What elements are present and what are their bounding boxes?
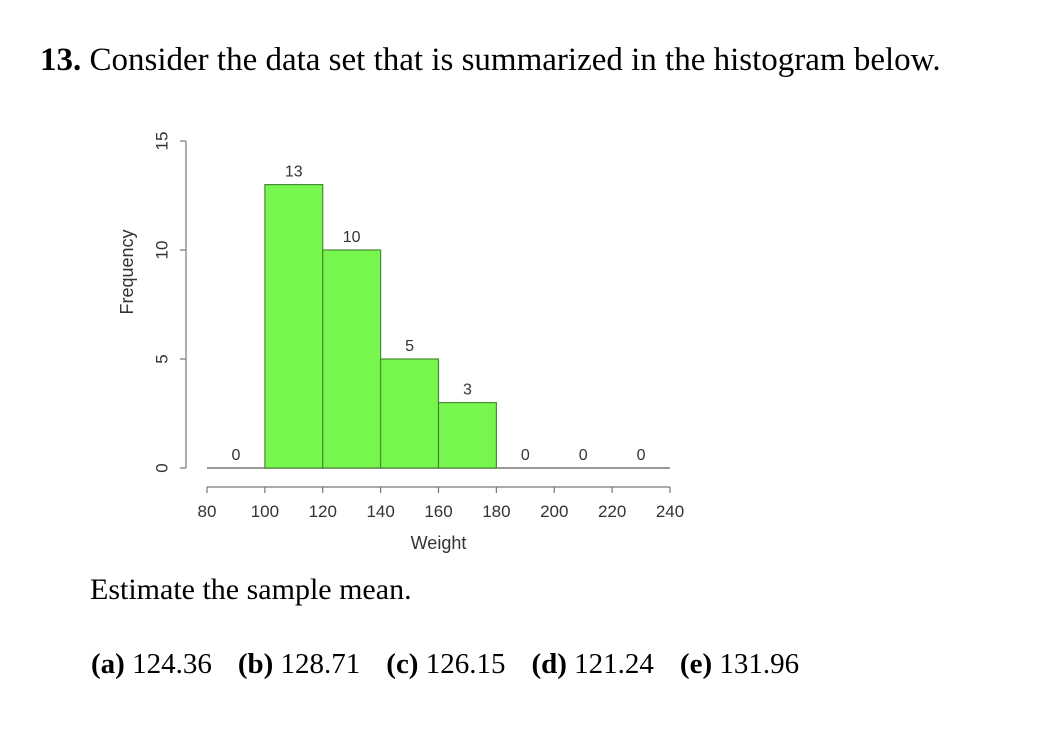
bar-value-label: 13: [285, 164, 303, 181]
choice-c[interactable]: (c) 126.15: [386, 648, 506, 680]
x-tick-label: 200: [540, 502, 568, 521]
choice-b[interactable]: (b) 128.71: [237, 648, 361, 680]
choice-d[interactable]: (d) 121.24: [531, 648, 654, 680]
y-tick-label: 0: [152, 463, 171, 472]
bar-value-label: 0: [579, 447, 588, 464]
bar-value-label: 3: [463, 382, 472, 399]
choice-a[interactable]: (a) 124.36: [91, 648, 212, 680]
y-tick-label: 10: [152, 241, 171, 260]
question-prompt: Estimate the sample mean.: [90, 573, 412, 606]
x-tick-label: 160: [424, 502, 452, 521]
x-tick-label: 220: [598, 502, 626, 521]
histogram-bar: [380, 358, 440, 469]
x-tick-label: 180: [482, 502, 510, 521]
y-tick-label: 5: [152, 354, 171, 363]
question-number: 13.: [40, 42, 82, 78]
question-text: 13. Consider the data set that is summar…: [40, 42, 941, 79]
y-tick-label: 15: [152, 132, 171, 151]
x-tick-label: 120: [309, 502, 337, 521]
x-tick-label: 140: [366, 502, 394, 521]
bar-value-label: 0: [637, 447, 646, 464]
bar-value-label: 10: [343, 229, 361, 246]
bar-value-label: 5: [405, 338, 414, 355]
bar-value-label: 0: [231, 447, 240, 464]
y-axis-label: Frequency: [117, 229, 137, 314]
histogram-bar: [437, 402, 497, 469]
question-body: Consider the data set that is summarized…: [89, 42, 941, 78]
x-axis-label: Weight: [411, 533, 467, 553]
bar-value-label: 0: [521, 447, 530, 464]
answer-choices: (a) 124.36 (b) 128.71 (c) 126.15 (d) 121…: [91, 648, 825, 681]
x-tick-label: 100: [251, 502, 279, 521]
histogram-bar: [322, 249, 382, 469]
x-tick-label: 80: [198, 502, 217, 521]
histogram-bar: [264, 184, 324, 469]
x-tick-label: 240: [656, 502, 684, 521]
choice-e[interactable]: (e) 131.96: [679, 648, 800, 680]
